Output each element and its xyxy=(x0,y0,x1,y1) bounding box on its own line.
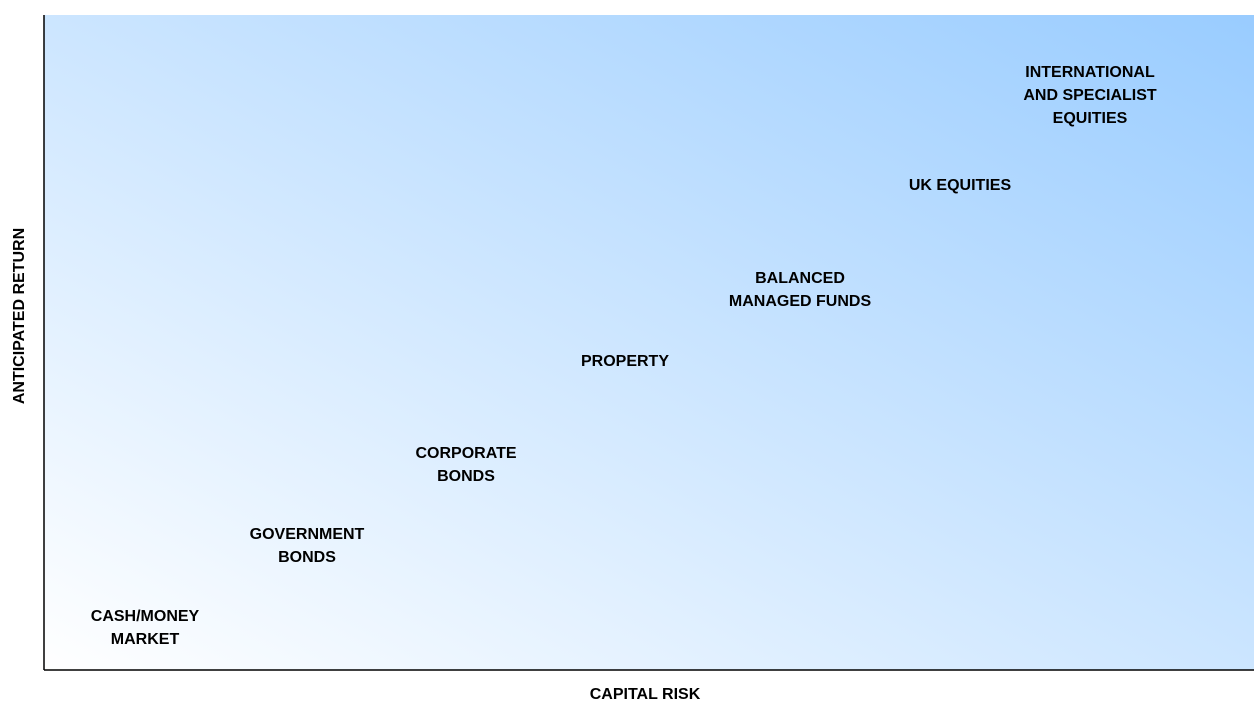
asset-label: EQUITIES xyxy=(1053,110,1128,127)
asset-label: UK EQUITIES xyxy=(909,177,1012,194)
asset-labels: CASH/MONEY MARKET GOVERNMENT BONDS CORPORATE… xyxy=(91,64,1157,648)
asset-label: MANAGED FUNDS xyxy=(729,293,872,310)
x-axis-label: CAPITAL RISK xyxy=(590,686,701,703)
asset-label: BALANCED xyxy=(755,270,845,287)
asset-label: CASH/MONEY xyxy=(91,608,200,625)
y-axis-label: ANTICIPATED RETURN xyxy=(11,228,28,404)
asset-label: AND SPECIALIST xyxy=(1023,87,1157,104)
asset-label: GOVERNMENT xyxy=(250,526,365,543)
asset-label: INTERNATIONAL xyxy=(1025,64,1155,81)
asset-label: MARKET xyxy=(111,631,180,648)
asset-label: PROPERTY xyxy=(581,353,669,370)
plot-background xyxy=(44,15,1254,670)
asset-label: BONDS xyxy=(437,468,495,485)
asset-label: CORPORATE xyxy=(415,445,516,462)
asset-label: BONDS xyxy=(278,549,336,566)
